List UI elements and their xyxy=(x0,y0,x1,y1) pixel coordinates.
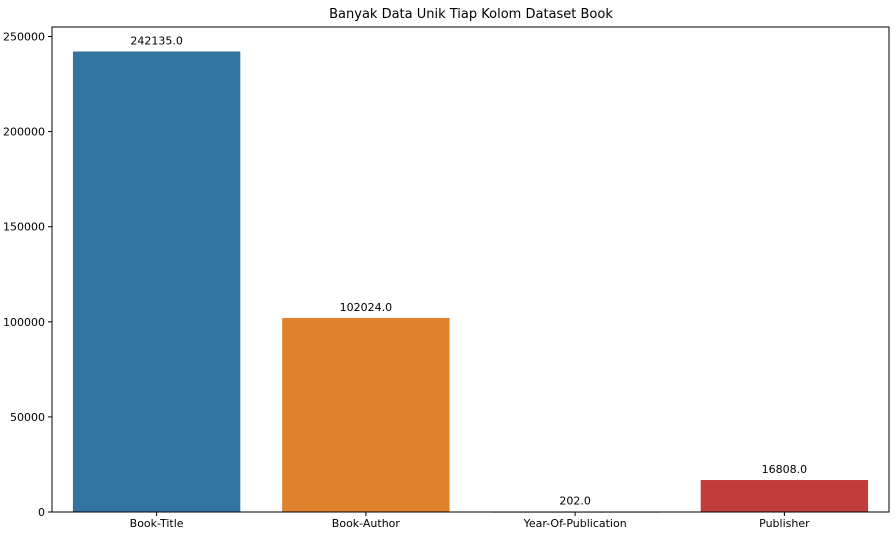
data-label: 102024.0 xyxy=(340,301,393,314)
y-tick-label: 100000 xyxy=(3,316,45,329)
y-tick-label: 250000 xyxy=(3,31,45,44)
x-tick-label: Book-Author xyxy=(332,517,401,530)
plot-area: 242135.0 Book-Title 102024.0 Book-Author 202… xyxy=(3,26,890,530)
y-tick-label: 0 xyxy=(38,506,45,519)
y-tick-label: 150000 xyxy=(3,221,45,234)
x-tick-label: Book-Title xyxy=(130,517,184,530)
bar-book-title xyxy=(72,51,241,512)
bar-publisher xyxy=(700,480,869,512)
plot-frame xyxy=(51,26,890,513)
x-tick-label: Year-Of-Publication xyxy=(523,517,627,530)
y-tick-label: 200000 xyxy=(3,126,45,139)
data-label: 242135.0 xyxy=(130,34,183,47)
bar-book-author xyxy=(282,317,450,512)
chart-title: Banyak Data Unik Tiap Kolom Dataset Book xyxy=(329,7,613,22)
x-tick-label: Publisher xyxy=(759,517,810,530)
data-label: 16808.0 xyxy=(762,463,808,476)
data-label: 202.0 xyxy=(559,495,591,508)
y-tick-label: 50000 xyxy=(10,411,45,424)
